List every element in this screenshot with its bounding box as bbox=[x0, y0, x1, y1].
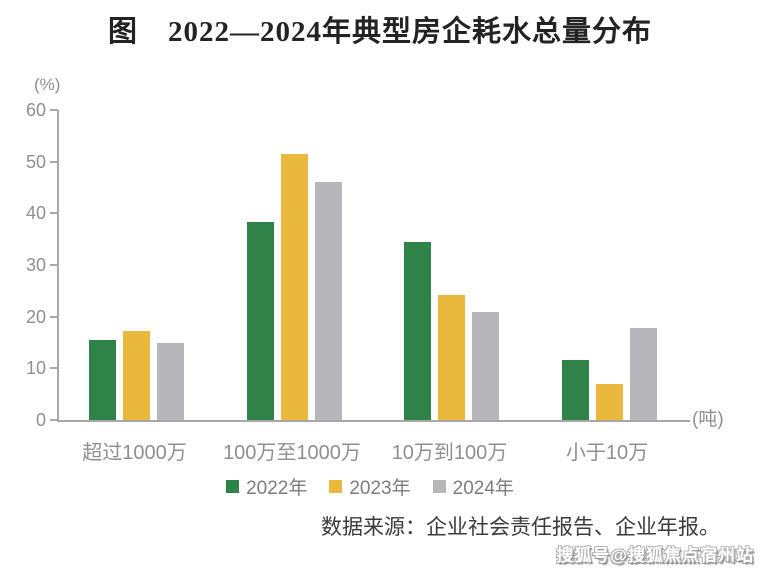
y-tick-mark bbox=[50, 264, 58, 266]
legend: 2022年 2023年 2024年 bbox=[0, 473, 740, 500]
chart-title: 图 2022—2024年典型房企耗水总量分布 bbox=[107, 16, 652, 48]
bar-s0-c2 bbox=[404, 241, 431, 420]
y-tick-mark bbox=[50, 367, 58, 370]
plot-area bbox=[57, 110, 690, 422]
y-tick-label: 40 bbox=[25, 203, 46, 224]
y-unit-label: (%) bbox=[34, 75, 61, 94]
legend-item-1: 2023年 bbox=[329, 473, 411, 500]
y-tick-mark bbox=[50, 160, 58, 163]
x-tick-label: 超过1000万 bbox=[82, 442, 187, 464]
bar-s1-c1 bbox=[280, 153, 308, 420]
y-tick-label: 60 bbox=[25, 100, 46, 120]
y-tick-label: 0 bbox=[35, 410, 46, 430]
y-tick-label: 10 bbox=[25, 358, 46, 379]
x-tick-label: 100万至1000万 bbox=[223, 442, 361, 464]
legend-swatch bbox=[329, 479, 343, 493]
watermark: 搜狐号@搜狐焦点宿州站 bbox=[556, 546, 754, 565]
bar-s0-c3 bbox=[561, 359, 589, 420]
y-tick-mark bbox=[50, 315, 58, 318]
bar-s0-c1 bbox=[246, 222, 274, 420]
bar-s1-c3 bbox=[595, 383, 623, 420]
legend-label: 2023年 bbox=[349, 477, 411, 499]
bar-s2-c2 bbox=[472, 311, 499, 420]
legend-item-0: 2022年 bbox=[226, 473, 307, 500]
legend-swatch bbox=[432, 479, 446, 493]
y-tick-mark bbox=[50, 109, 58, 111]
y-tick-label: 50 bbox=[25, 151, 46, 172]
legend-label: 2022年 bbox=[246, 477, 308, 499]
bar-s1-c2 bbox=[438, 294, 465, 420]
x-unit-label: (吨) bbox=[692, 409, 724, 430]
legend-swatch bbox=[226, 479, 240, 493]
y-tick-label: 30 bbox=[25, 255, 46, 275]
legend-label: 2024年 bbox=[452, 477, 514, 499]
x-tick-label: 10万到100万 bbox=[391, 442, 508, 464]
y-tick-mark bbox=[50, 419, 58, 421]
bar-s2-c1 bbox=[314, 182, 342, 420]
source-note: 数据来源：企业社会责任报告、企业年报。 bbox=[321, 515, 720, 539]
y-tick-label: 20 bbox=[25, 306, 46, 327]
legend-item-2: 2024年 bbox=[432, 473, 514, 500]
bar-s0-c0 bbox=[89, 339, 116, 420]
bar-s2-c3 bbox=[629, 327, 657, 420]
x-tick-label: 小于10万 bbox=[565, 442, 649, 464]
bar-s1-c0 bbox=[123, 331, 150, 420]
y-tick-mark bbox=[50, 212, 58, 215]
bar-s2-c0 bbox=[157, 342, 184, 420]
